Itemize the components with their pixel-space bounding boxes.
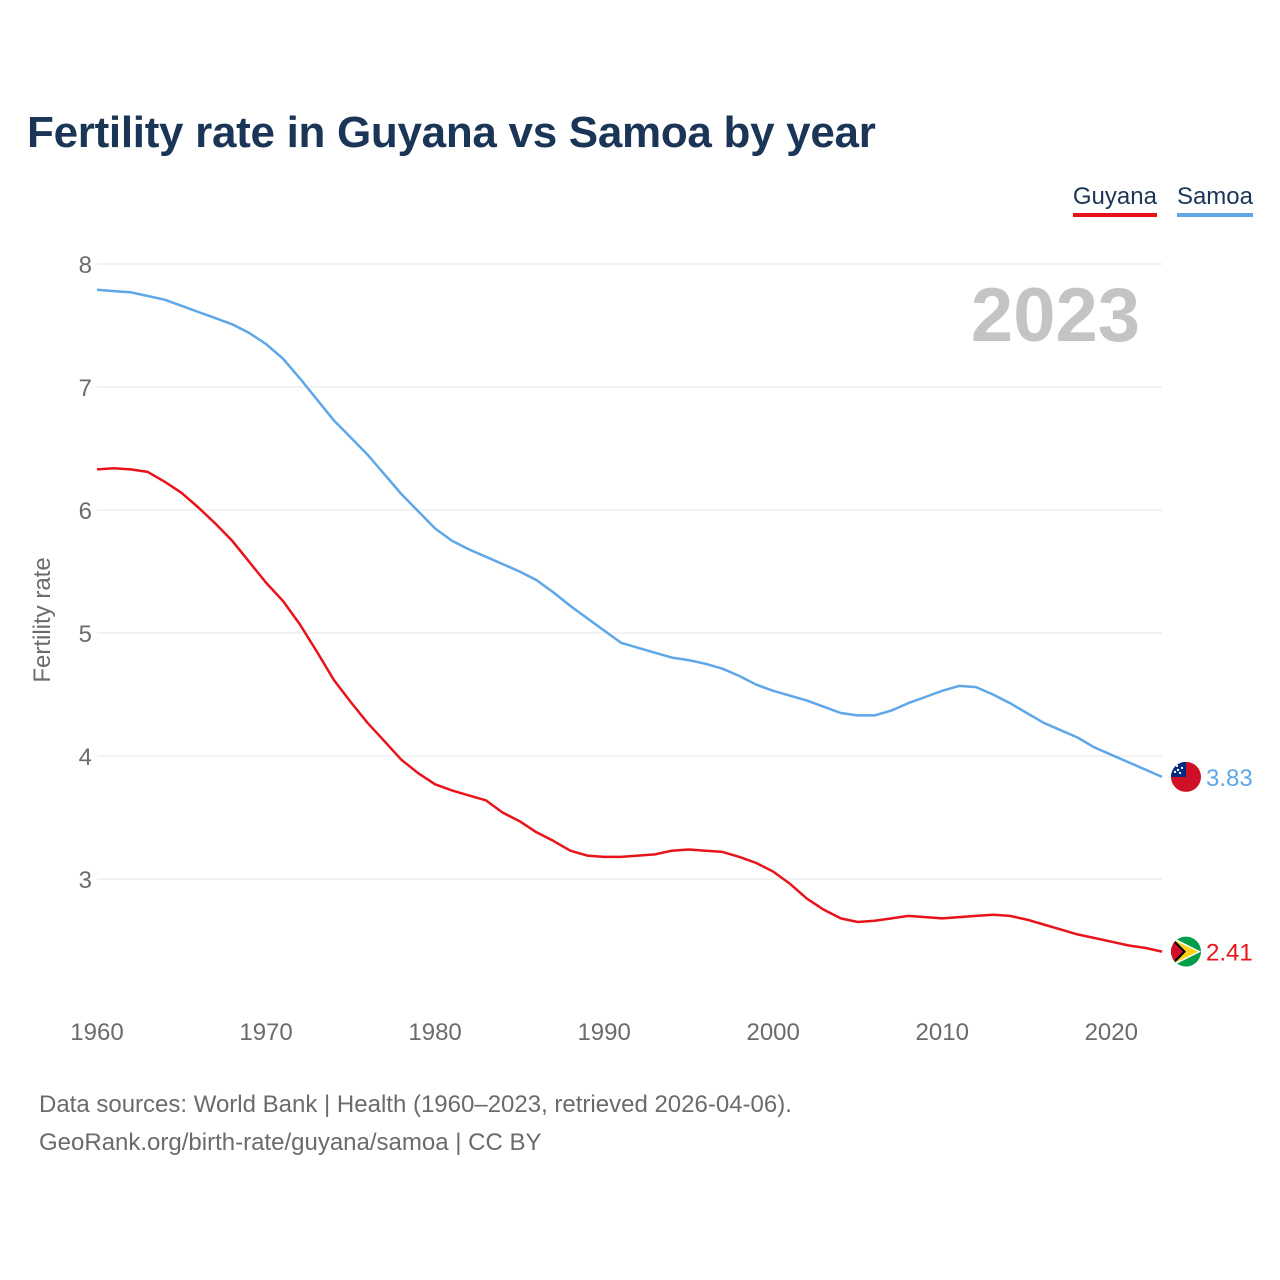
y-tick-label: 6 — [79, 498, 92, 525]
x-tick-label: 1980 — [408, 1019, 461, 1046]
y-tick-label: 4 — [79, 744, 92, 771]
x-tick-label: 1960 — [70, 1019, 123, 1046]
x-tick-label: 2020 — [1085, 1019, 1138, 1046]
series-end-markers: 2.41 3.83 — [1171, 761, 1253, 967]
end-value-label-guyana: 2.41 — [1206, 940, 1253, 967]
y-axis-ticks: 3 4 5 6 7 8 — [79, 252, 92, 894]
year-watermark: 2023 — [971, 273, 1140, 358]
x-tick-label: 1990 — [577, 1019, 630, 1046]
y-tick-label: 5 — [79, 621, 92, 648]
x-tick-label: 1970 — [239, 1019, 292, 1046]
y-tick-label: 7 — [79, 375, 92, 402]
series-lines — [96, 288, 1163, 953]
x-tick-label: 2000 — [746, 1019, 799, 1046]
footer-link[interactable]: GeoRank.org/birth-rate/guyana/samoa | CC… — [39, 1129, 542, 1156]
series-line-guyana[interactable] — [96, 466, 1163, 953]
x-axis-ticks: 1960 1970 1980 1990 2000 2010 2020 — [70, 1019, 1138, 1046]
y-axis-label: Fertility rate — [29, 557, 56, 682]
y-tick-label: 8 — [79, 252, 92, 279]
samoa-flag-icon — [1171, 761, 1201, 792]
gridlines — [97, 263, 1162, 880]
legend-item-guyana[interactable]: Guyana — [1072, 183, 1157, 217]
legend: Guyana Samoa — [1072, 183, 1253, 217]
y-tick-label: 3 — [79, 867, 92, 894]
x-tick-label: 2010 — [916, 1019, 969, 1046]
footer-source: Data sources: World Bank | Health (1960–… — [39, 1091, 792, 1118]
line-chart: 3 4 5 6 7 8 1960 1970 1980 1990 2000 2010 2020 2023… — [29, 252, 1253, 1046]
footer: Data sources: World Bank | Health (1960–… — [39, 1086, 792, 1162]
legend-item-samoa[interactable]: Samoa — [1176, 183, 1253, 217]
series-line-samoa[interactable] — [96, 288, 1163, 779]
chart-title: Fertility rate in Guyana vs Samoa by yea… — [27, 108, 876, 157]
guyana-flag-icon — [1171, 936, 1201, 967]
end-value-label-samoa: 3.83 — [1206, 765, 1253, 792]
